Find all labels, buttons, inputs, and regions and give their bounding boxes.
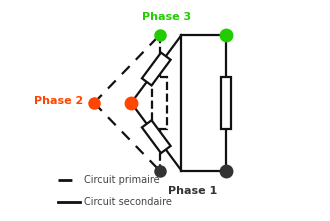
Polygon shape (152, 77, 167, 129)
Polygon shape (142, 53, 171, 86)
Text: Phase 1: Phase 1 (168, 186, 217, 196)
Text: Phase 3: Phase 3 (142, 12, 191, 22)
Polygon shape (221, 77, 231, 129)
Text: Circuit secondaire: Circuit secondaire (84, 197, 172, 207)
Text: Circuit primaire: Circuit primaire (84, 175, 160, 185)
Polygon shape (142, 120, 171, 153)
Text: Phase 2: Phase 2 (34, 96, 83, 106)
